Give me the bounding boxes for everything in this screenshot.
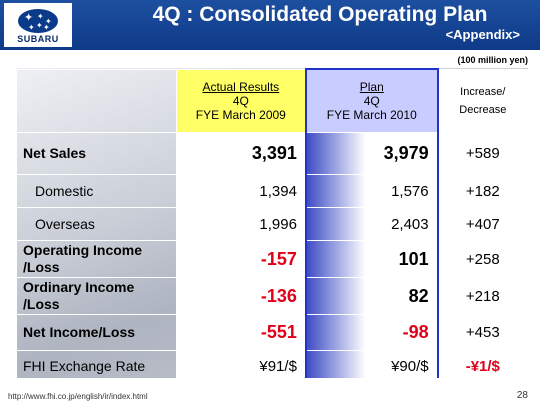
change-value: +258 — [437, 240, 528, 278]
footer-url[interactable]: http://www.fhi.co.jp/english/ir/index.ht… — [8, 392, 148, 401]
row-label: FHI Exchange Rate — [16, 350, 177, 378]
table-row-exchange-rate: FHI Exchange Rate ¥91/$ ¥90/$ -¥1/$ — [16, 350, 528, 378]
data-panel: Actual Results 4Q FYE March 2009 Plan 4Q… — [16, 68, 528, 378]
plan-value: 3,979 — [304, 132, 439, 175]
col-header-plan-line3: FYE March 2010 — [326, 108, 417, 122]
pleiades-stars-icon: ✦ ✦ ✦ ✦ ✦ ✦ — [18, 9, 58, 33]
actual-value: 1,996 — [175, 207, 307, 241]
actual-value: 1,394 — [175, 174, 307, 208]
table-row-ordinary-income: Ordinary Income /Loss -136 82 +218 — [16, 277, 528, 315]
col-header-actual-line3: FYE March 2009 — [195, 107, 286, 122]
change-value: +218 — [437, 277, 528, 315]
col-header-plan: Plan 4Q FYE March 2010 — [304, 68, 439, 133]
col-header-increase-line2: Decrease — [459, 103, 507, 116]
change-value: +453 — [437, 314, 528, 351]
table-row-operating-income: Operating Income /Loss -157 101 +258 — [16, 240, 528, 278]
row-label-line1: Ordinary Income — [23, 279, 135, 295]
change-value: +182 — [437, 174, 528, 208]
change-value: +407 — [437, 207, 528, 241]
row-label-line2: /Loss — [23, 259, 60, 275]
change-value: -¥1/$ — [437, 350, 528, 378]
plan-value: 101 — [304, 240, 439, 278]
actual-value: 3,391 — [175, 132, 307, 175]
plan-value: ¥90/$ — [304, 350, 439, 378]
slide-subtitle: <Appendix> — [445, 27, 520, 42]
col-header-plan-line2: 4Q — [363, 94, 380, 108]
operating-plan-table: Actual Results 4Q FYE March 2009 Plan 4Q… — [16, 68, 528, 378]
row-label-line2: /Loss — [23, 296, 60, 312]
row-label: Operating Income /Loss — [16, 240, 177, 278]
actual-value: -136 — [175, 277, 307, 315]
page-number: 28 — [516, 390, 528, 401]
row-label-line1: Operating Income — [23, 242, 143, 258]
plan-value: 2,403 — [304, 207, 439, 241]
col-header-plan-line1: Plan — [359, 80, 384, 94]
table-header-row: Actual Results 4Q FYE March 2009 Plan 4Q… — [16, 68, 528, 133]
table-row-overseas: Overseas 1,996 2,403 +407 — [16, 207, 528, 241]
plan-value: -98 — [304, 314, 439, 351]
col-header-increase: Increase/ Decrease — [437, 68, 528, 133]
change-value: +589 — [437, 132, 528, 175]
row-label: Net Sales — [16, 132, 177, 175]
row-label: Overseas — [16, 207, 177, 241]
actual-value: -551 — [175, 314, 307, 351]
col-header-actual-line1: Actual Results — [202, 79, 280, 94]
unit-note: (100 million yen) — [457, 55, 528, 65]
table-row-net-income: Net Income/Loss -551 -98 +453 — [16, 314, 528, 351]
slide-title: 4Q : Consolidated Operating Plan — [152, 3, 488, 26]
col-header-increase-line1: Increase/ — [460, 85, 506, 98]
row-label: Net Income/Loss — [16, 314, 177, 351]
plan-value: 82 — [304, 277, 439, 315]
col-header-actual-line2: 4Q — [232, 93, 249, 108]
table-row-net-sales: Net Sales 3,391 3,979 +589 — [16, 132, 528, 175]
row-label: Domestic — [16, 174, 177, 208]
plan-value: 1,576 — [304, 174, 439, 208]
row-label: Ordinary Income /Loss — [16, 277, 177, 315]
subaru-logo: ✦ ✦ ✦ ✦ ✦ ✦ SUBARU — [4, 3, 72, 47]
header-blank-cell — [16, 68, 177, 133]
col-header-actual: Actual Results 4Q FYE March 2009 — [175, 68, 307, 133]
actual-value: -157 — [175, 240, 307, 278]
table-row-domestic: Domestic 1,394 1,576 +182 — [16, 174, 528, 208]
logo-wordmark: SUBARU — [17, 34, 59, 44]
slide-header: ✦ ✦ ✦ ✦ ✦ ✦ SUBARU 4Q : Consolidated Ope… — [0, 0, 540, 50]
actual-value: ¥91/$ — [175, 350, 307, 378]
